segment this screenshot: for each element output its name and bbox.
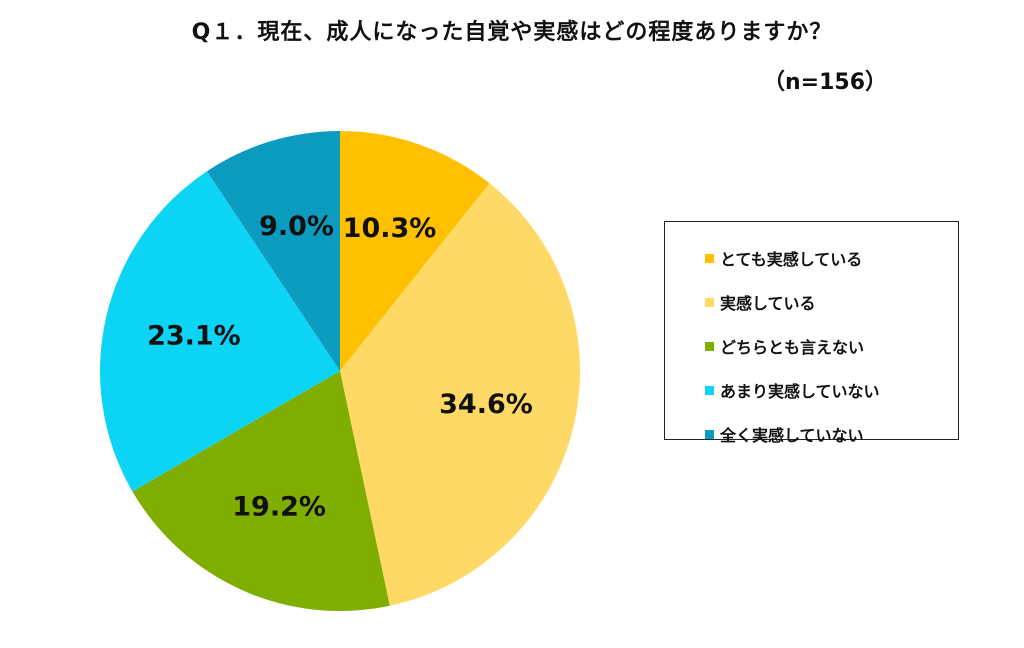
- legend-label: あまり実感していない: [720, 382, 880, 401]
- legend-swatch: [705, 297, 714, 307]
- pie-slice: [132, 371, 390, 611]
- legend-label: どちらとも言えない: [720, 338, 865, 357]
- legend-item: どちらとも言えない: [705, 324, 958, 368]
- pie-slice: [100, 171, 340, 492]
- slice-value-label: 9.0%: [259, 211, 334, 242]
- slice-value-label: 34.6%: [439, 389, 533, 420]
- legend-swatch: [705, 253, 714, 263]
- pie-slice: [340, 183, 580, 606]
- chart-legend: とても実感している 実感している どちらとも言えない あまり実感していない 全く…: [664, 221, 959, 445]
- legend-item: 実感している: [705, 280, 958, 324]
- legend-label: 全く実感していない: [720, 426, 864, 445]
- legend-swatch: [705, 385, 714, 395]
- slice-value-label: 19.2%: [232, 492, 326, 523]
- legend-item: とても実感している: [705, 236, 958, 280]
- sample-size-note: （n=156）: [762, 70, 888, 95]
- slice-value-label: 10.3%: [343, 213, 437, 244]
- legend-item: あまり実感していない: [705, 368, 958, 412]
- chart-title: Q１．現在、成人になった自覚や実感はどの程度ありますか？: [191, 20, 833, 45]
- legend-label: とても実感している: [720, 250, 863, 269]
- pie-slice: [340, 131, 490, 371]
- legend-swatch: [705, 429, 714, 439]
- legend-swatch: [705, 341, 714, 351]
- slice-value-label: 23.1%: [147, 321, 241, 352]
- pie-slice: [206, 131, 340, 371]
- legend-label: 実感している: [720, 294, 816, 313]
- legend-item: 全く実感していない: [705, 412, 958, 456]
